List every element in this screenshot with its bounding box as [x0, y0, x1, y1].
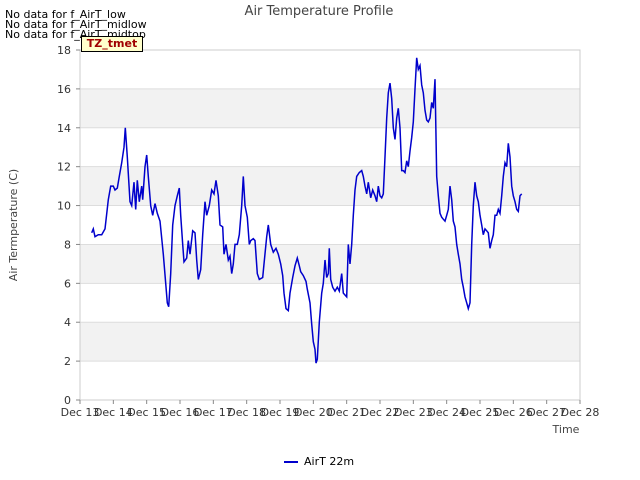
- legend-swatch: [284, 460, 298, 463]
- y-tick-label: 2: [64, 355, 71, 368]
- x-tick-label: Dec 19: [261, 406, 300, 419]
- x-tick-label: Dec 27: [527, 406, 566, 419]
- plot-bands: [80, 88, 580, 362]
- x-tick-label: Dec 26: [494, 406, 533, 419]
- y-axis-label: Air Termperature (C): [7, 169, 20, 281]
- legend: AirT 22m: [284, 455, 354, 468]
- plot-band: [80, 166, 580, 206]
- x-tick-label: Dec 18: [227, 406, 266, 419]
- x-tick-label: Dec 13: [61, 406, 100, 419]
- x-tick-label: Dec 16: [161, 406, 200, 419]
- nodata-midlow-note: No data for f_AirT_midlow: [5, 18, 147, 31]
- series-line-airt-22m: [91, 57, 523, 364]
- x-tick-label: Dec 21: [327, 406, 366, 419]
- legend-label: AirT 22m: [304, 455, 355, 468]
- plot-band: [80, 322, 580, 362]
- plot-frame: [79, 49, 581, 401]
- tz-label-box: TZ_tmet: [81, 36, 143, 52]
- x-tick-label: Dec 25: [461, 406, 500, 419]
- x-tick-label: Dec 14: [94, 406, 133, 419]
- y-tick-label: 18: [57, 44, 71, 57]
- x-axis-label: Time: [552, 423, 580, 436]
- nodata-low-note: No data for f_AirT_low: [5, 8, 126, 21]
- x-tick-label: Dec 24: [427, 406, 466, 419]
- x-tick-label: Dec 22: [361, 406, 400, 419]
- x-tick-label: Dec 15: [127, 406, 166, 419]
- chart-title: Air Temperature Profile: [245, 4, 394, 19]
- x-tick-label: Dec 20: [294, 406, 333, 419]
- plot-band: [80, 88, 580, 128]
- y-tick-label: 10: [57, 200, 71, 213]
- y-tick-label: 12: [57, 161, 71, 174]
- nodata-midtop-note: No data for f_AirT_midtop: [5, 28, 146, 41]
- y-tick-label: 4: [64, 316, 71, 329]
- x-tick-label: Dec 23: [394, 406, 433, 419]
- y-tick-label: 6: [64, 277, 71, 290]
- y-tick-label: 16: [57, 83, 71, 96]
- y-tick-label: 14: [57, 122, 71, 135]
- y-tick-label: 0: [64, 394, 71, 407]
- y-tick-label: 8: [64, 238, 71, 251]
- x-tick-label: Dec 28: [561, 406, 600, 419]
- x-tick-label: Dec 17: [194, 406, 233, 419]
- y-axis: 0 2 4 6 8 10 12 14 16 18: [57, 44, 80, 407]
